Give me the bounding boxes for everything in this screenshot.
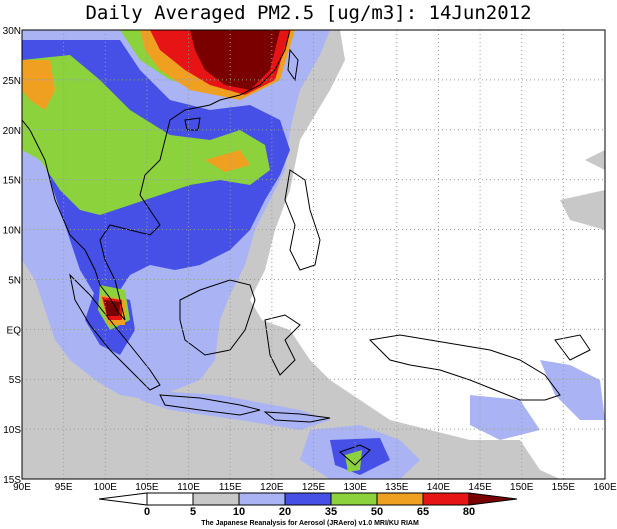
latitude-label: 20N (3, 126, 21, 137)
lightblue-png (540, 360, 605, 420)
latitude-label: 10S (3, 425, 21, 436)
coast-new-guinea (368, 334, 561, 401)
orange-region (22, 60, 55, 110)
longitude-label: 95E (55, 482, 73, 493)
longitude-label: 100E (94, 482, 118, 493)
longitude-label: 145E (468, 482, 492, 493)
map-title: Daily Averaged PM2.5 [ug/m3]: 14Jun2012 (85, 2, 532, 24)
graticule (22, 30, 605, 479)
colorbar-label: 80 (463, 506, 475, 518)
gray-region-east (560, 190, 605, 230)
latitude-labels: 30N 25N 20N 15N 10N 5N EQ 5S 10S 15S (3, 26, 22, 486)
coast-borneo (179, 279, 256, 356)
colorbar-label: 20 (279, 506, 291, 518)
colorbar-label: 50 (371, 506, 383, 518)
latitude-label: EQ (7, 325, 22, 336)
longitude-label: 135E (385, 482, 409, 493)
colorbar-segment (192, 492, 240, 506)
latitude-label: 5S (9, 375, 22, 386)
colorbar-segment (238, 492, 286, 506)
clean-area-png (410, 330, 580, 420)
longitude-labels: 90E 95E 100E 105E 110E 115E 120E 125E 130E 135E 14… (13, 482, 617, 493)
latitude-label: 25N (3, 76, 21, 87)
coast-islands-east (554, 334, 591, 361)
longitude-label: 140E (427, 482, 451, 493)
green-timor (345, 450, 362, 472)
darkred-region (190, 30, 280, 90)
longitude-label: 125E (302, 482, 326, 493)
darkred-malaya (104, 300, 120, 316)
latitude-label: 30N (3, 26, 21, 37)
colorbar-label: 0 (144, 506, 150, 518)
coast-lesser-sunda (263, 411, 331, 423)
colorbar-label: 35 (325, 506, 337, 518)
latitude-label: 15S (3, 475, 21, 486)
latitude-label: 15N (3, 176, 21, 187)
colorbar-segment (330, 492, 378, 506)
colorbar-segment (422, 492, 470, 506)
longitude-label: 160E (593, 482, 617, 493)
longitude-label: 120E (260, 482, 284, 493)
coast-java (159, 394, 261, 416)
orange-scs (205, 150, 250, 172)
credit-text: The Japanese Reanalysis for Aerosol (JRA… (201, 520, 419, 527)
colorbar-low-arrow (98, 492, 148, 506)
colorbar-segment (146, 492, 194, 506)
colorbar-segment (376, 492, 424, 506)
longitude-label: 115E (219, 482, 242, 493)
longitude-label: 110E (177, 482, 200, 493)
coast-timor (339, 444, 371, 466)
colorbar-label: 65 (417, 506, 429, 518)
coast-sumatra (69, 273, 161, 391)
longitude-label: 90E (13, 482, 31, 493)
latitude-label: 10N (3, 226, 21, 237)
longitude-label: 150E (510, 482, 534, 493)
longitude-label: 105E (135, 482, 159, 493)
longitude-label: 155E (552, 482, 576, 493)
colorbar-segment (284, 492, 332, 506)
colorbar-high-arrow (468, 492, 518, 506)
map-frame (21, 29, 606, 480)
gray-region-ne (585, 150, 605, 170)
latitude-label: 5N (8, 275, 21, 286)
coast-philippines (284, 169, 321, 271)
clean-area-pacific (320, 310, 400, 365)
colorbar-label: 10 (233, 506, 245, 518)
green-region (22, 55, 270, 215)
colorbar: 0 5 10 20 35 50 65 80 (98, 492, 518, 518)
colorbar-label: 5 (190, 506, 196, 518)
longitude-label: 130E (343, 482, 367, 493)
